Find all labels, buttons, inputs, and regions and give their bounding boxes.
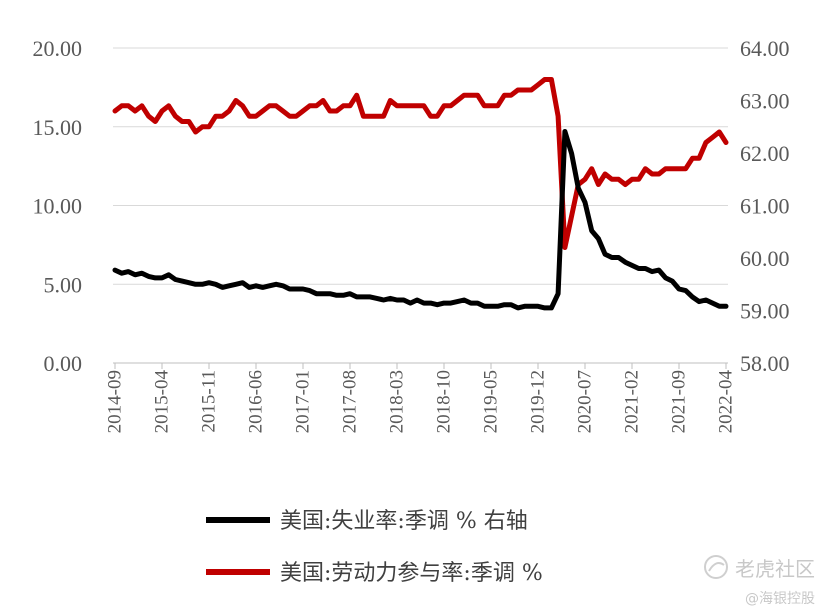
x-tick-label: 2021-02 — [622, 370, 643, 433]
legend: 美国:失业率:季调 % 右轴 美国:劳动力参与率:季调 % — [206, 509, 543, 586]
y-left-tick-label: 0.00 — [44, 351, 83, 376]
x-tick-label: 2021-09 — [669, 370, 690, 433]
x-tick-label: 2016-06 — [246, 370, 267, 433]
x-axis: 2014-09 2015-04 2015-11 2016-06 2017-01 2017-… — [105, 362, 737, 434]
watermark-logo-mark — [708, 562, 725, 572]
y-left-tick-label: 5.00 — [44, 272, 83, 297]
y-left-tick-label: 10.00 — [33, 194, 83, 219]
x-tick-label: 2015-11 — [199, 370, 220, 433]
x-tick-label: 2017-01 — [293, 370, 314, 433]
y-right-tick-label: 61.00 — [740, 194, 790, 219]
x-tick-label: 2019-05 — [481, 370, 502, 433]
x-tick-label: 2022-04 — [716, 370, 737, 434]
x-tick-label: 2020-07 — [575, 370, 596, 433]
watermark-community: 老虎社区 — [735, 557, 815, 581]
y-left-tick-label: 15.00 — [33, 115, 83, 140]
legend-label-participation: 美国:劳动力参与率:季调 % — [280, 561, 543, 586]
legend-label-unemployment: 美国:失业率:季调 % 右轴 — [280, 509, 528, 534]
x-tick-label: 2015-04 — [152, 370, 173, 434]
y-right-tick-label: 63.00 — [740, 89, 790, 114]
y-right-tick-label: 60.00 — [740, 246, 790, 271]
watermark: 老虎社区 @海银控股 — [704, 555, 815, 607]
y-right-tick-label: 59.00 — [740, 299, 790, 324]
x-tick-label: 2018-03 — [387, 370, 408, 433]
watermark-author: @海银控股 — [745, 591, 815, 607]
x-tick-label: 2019-12 — [528, 370, 549, 433]
y-right-tick-label: 62.00 — [740, 141, 790, 166]
watermark-logo-icon — [704, 555, 728, 579]
y-right-tick-label: 64.00 — [740, 36, 790, 61]
left-y-axis: 0.00 5.00 10.00 15.00 20.00 — [33, 36, 83, 376]
series-lines — [112, 77, 729, 311]
series-line-participation — [112, 77, 729, 250]
x-tick-label: 2017-08 — [340, 370, 361, 433]
series-line-unemployment — [112, 129, 729, 311]
right-y-axis: 58.00 59.00 60.00 61.00 62.00 63.00 64.00 — [740, 36, 790, 376]
gridlines — [113, 47, 728, 285]
y-right-tick-label: 58.00 — [740, 351, 790, 376]
y-left-tick-label: 20.00 — [33, 36, 83, 61]
x-tick-label: 2018-10 — [434, 370, 455, 433]
x-tick-label: 2014-09 — [105, 370, 126, 433]
